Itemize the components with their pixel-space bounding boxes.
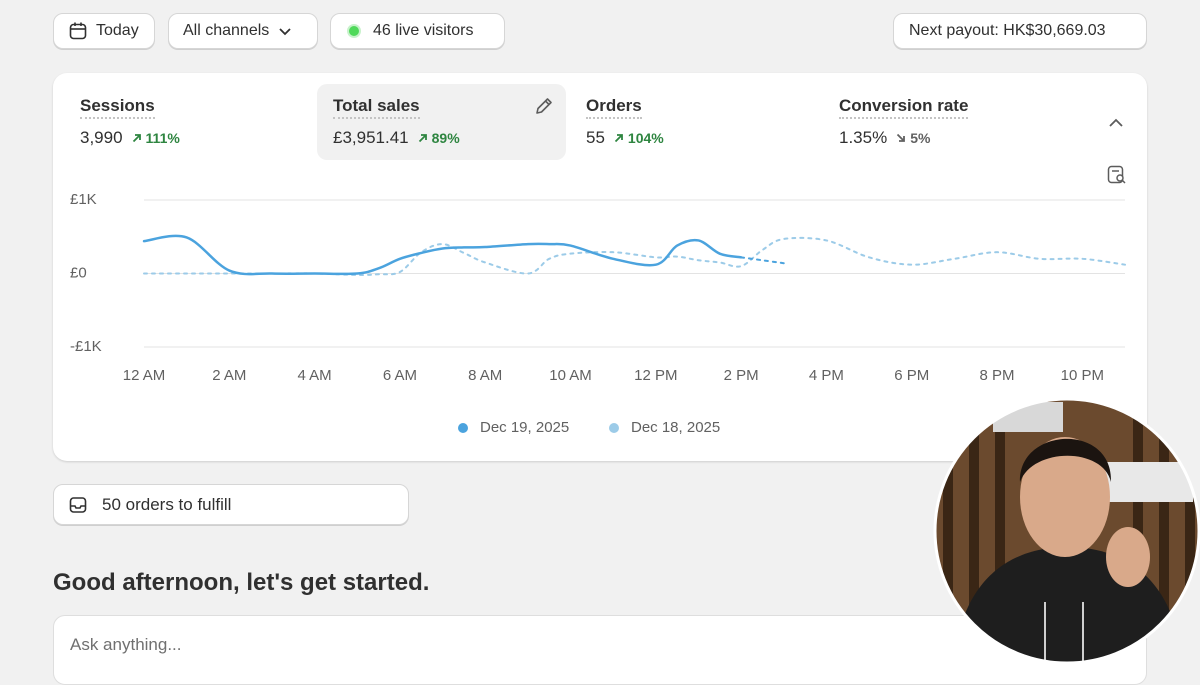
x-tick-label: 6 AM — [383, 367, 417, 384]
trend-arrow — [132, 134, 141, 143]
metric-change: 89% — [417, 130, 460, 146]
metric-value: 3,990 — [80, 128, 123, 147]
live-dot — [347, 24, 361, 38]
x-tick-label: 4 AM — [298, 367, 332, 384]
x-tick-label: 6 PM — [894, 367, 929, 384]
x-tick-label: 2 AM — [212, 367, 246, 384]
x-tick-label: 2 PM — [724, 367, 759, 384]
legend-label: Dec 19, 2025 — [480, 419, 569, 436]
arrow-path — [132, 134, 141, 143]
legend-dot — [609, 423, 619, 433]
webcam-overlay — [933, 397, 1200, 665]
metric-value: 55 — [586, 128, 605, 147]
x-tick-label: 12 AM — [123, 367, 166, 384]
arrow-path — [418, 134, 427, 143]
analytics-card — [53, 73, 1147, 461]
change-text: 5% — [910, 130, 931, 146]
metric-tile[interactable]: Sessions 3,990 111% — [64, 84, 313, 160]
date-label: Today — [96, 22, 139, 39]
insight-icon[interactable] — [1106, 164, 1128, 186]
x-tick-label: 10 AM — [549, 367, 592, 384]
inbox-icon — [69, 496, 87, 513]
channels-button[interactable]: All channels — [168, 13, 318, 49]
payout-label: Next payout: HK$30,669.03 — [909, 22, 1106, 39]
fulfill-label: 50 orders to fulfill — [102, 494, 232, 514]
y-tick-label: -£1K — [70, 338, 102, 355]
legend-label: Dec 18, 2025 — [631, 419, 720, 436]
metric-label: Total sales — [333, 96, 420, 119]
fulfill-button[interactable]: 50 orders to fulfill — [53, 484, 409, 525]
ask-placeholder: Ask anything... — [70, 635, 182, 654]
sales-chart: £1K £0 -£1K 12 AM 2 AM 4 AM 6 AM 8 AM 10 AM 12 PM… — [70, 191, 1126, 436]
x-tick-label: 10 PM — [1061, 367, 1104, 384]
y-tick-label: £0 — [70, 264, 87, 281]
trend-arrow — [897, 133, 906, 142]
metric-change: 104% — [613, 130, 664, 146]
x-tick-label: 8 AM — [468, 367, 502, 384]
metric-value: 1.35% — [839, 128, 888, 147]
arrow-path — [897, 133, 906, 142]
metric-row: 55 104% — [586, 128, 803, 148]
metric-tile[interactable]: Orders 55 104% — [570, 84, 819, 160]
metric-value: £3,951.41 — [333, 128, 409, 147]
series-line — [142, 234, 743, 276]
x-tick-label: 12 PM — [634, 367, 677, 384]
metric-label: Conversion rate — [839, 96, 969, 119]
metric-label: Sessions — [80, 96, 155, 119]
visitors-button[interactable]: 46 live visitors — [330, 13, 505, 49]
collapse-icon[interactable] — [1106, 113, 1126, 133]
chevron-down — [279, 28, 291, 36]
metric-label: Orders — [586, 96, 642, 119]
metric-change: 111% — [131, 130, 180, 146]
metric-row: 1.35% 5% — [839, 128, 1056, 148]
page: Today All channels 46 live visitors Next… — [53, 13, 1200, 685]
change-text: 89% — [431, 130, 460, 146]
edit-icon[interactable] — [533, 95, 555, 117]
legend-dot — [458, 423, 468, 433]
metric-change: 5% — [895, 130, 930, 146]
y-tick-label: £1K — [70, 191, 97, 208]
visitors-label: 46 live visitors — [373, 22, 474, 39]
x-tick-label: 4 PM — [809, 367, 844, 384]
x-tick-label: 8 PM — [980, 367, 1015, 384]
metric-row: 3,990 111% — [80, 128, 297, 148]
channels-label: All channels — [183, 22, 270, 39]
metric-tile[interactable]: Total sales £3,951.41 89% — [317, 84, 566, 160]
change-text: 104% — [627, 130, 664, 146]
metric-row: £3,951.41 89% — [333, 128, 550, 148]
trend-arrow — [614, 134, 623, 143]
change-text: 111% — [145, 130, 180, 146]
payout-button[interactable]: Next payout: HK$30,669.03 — [893, 13, 1147, 49]
series-line — [143, 236, 1126, 276]
trend-arrow — [418, 134, 427, 143]
greeting: Good afternoon, let's get started. — [53, 569, 430, 596]
metric-tile[interactable]: Conversion rate 1.35% 5% — [823, 84, 1072, 160]
arrow-path — [614, 134, 623, 143]
calendar-icon — [69, 22, 87, 40]
date-button[interactable]: Today — [53, 13, 155, 49]
